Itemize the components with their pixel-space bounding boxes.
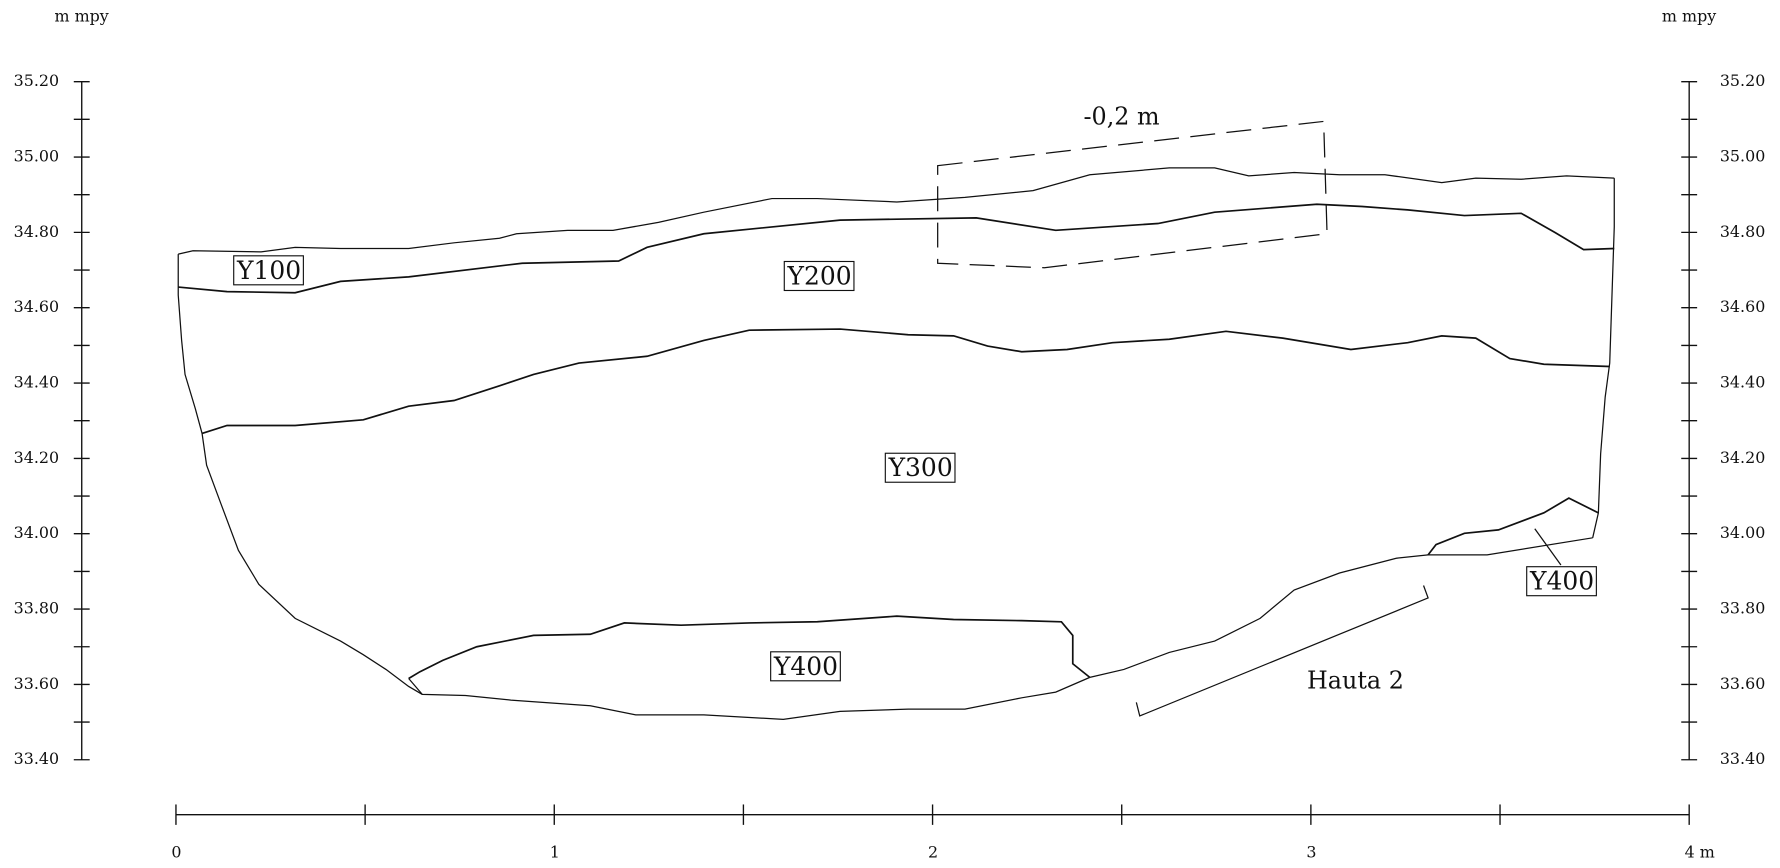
x-tick-label: 1 [550,843,560,862]
y-tick-label: 34.20 [1720,448,1765,467]
leader-line [1534,528,1562,566]
layer-boundary [1427,497,1599,556]
x-tick-label: 4 m [1685,843,1715,862]
y-tick-label: 35.20 [14,71,59,90]
offset-note: -0,2 m [1084,103,1160,131]
surface-line [178,167,1615,255]
label-box [1526,566,1597,597]
layer-label: Y400 [773,652,838,681]
y-axis-label: m mpy [1662,7,1716,26]
y-tick-label: 35.00 [14,147,59,166]
y-tick-label: 34.80 [1720,222,1765,241]
layer-boundary [408,615,1091,680]
y-tick-label: 33.40 [14,749,59,768]
y-tick-label: 33.80 [14,599,59,618]
y-tick-label: 35.20 [1720,71,1765,90]
section-lines [177,120,1615,720]
y-tick-label: 34.40 [1720,373,1765,392]
y-tick-label: 34.60 [1720,297,1765,316]
trench-wall [1592,178,1615,538]
x-tick-label: 3 [1306,843,1316,862]
label-box [233,255,304,286]
layer-label: Y200 [787,261,852,290]
y-tick-label: 34.00 [14,523,59,542]
label-box [783,260,855,292]
offset-box [937,120,1328,269]
layer-boundary [201,328,1610,435]
layer-label: Y100 [236,256,301,285]
y-tick-label: 33.60 [14,674,59,693]
layer-label: Y300 [888,453,953,482]
y-axis-label: m mpy [54,7,108,26]
x-tick-label: 2 [928,843,938,862]
y-tick-label: 34.40 [14,373,59,392]
bottom-line [408,676,1091,720]
layer-label: Y400 [1529,567,1594,596]
feature-label: Hauta 2 [1307,666,1404,694]
pit-bracket [1135,585,1429,717]
layer-boundary [178,203,1615,294]
y-tick-label: 34.20 [14,448,59,467]
y-tick-label: 34.60 [14,297,59,316]
y-tick-label: 33.80 [1720,599,1765,618]
y-tick-label: 33.60 [1720,674,1765,693]
label-box [770,651,841,682]
y-tick-label: 34.00 [1720,523,1765,542]
y-tick-label: 35.00 [1720,147,1765,166]
x-tick-label: 0 [171,843,181,862]
label-box [884,452,956,483]
pit-outline [1089,537,1593,678]
y-tick-label: 33.40 [1720,749,1765,768]
y-tick-label: 34.80 [14,222,59,241]
trench-wall [177,254,423,695]
